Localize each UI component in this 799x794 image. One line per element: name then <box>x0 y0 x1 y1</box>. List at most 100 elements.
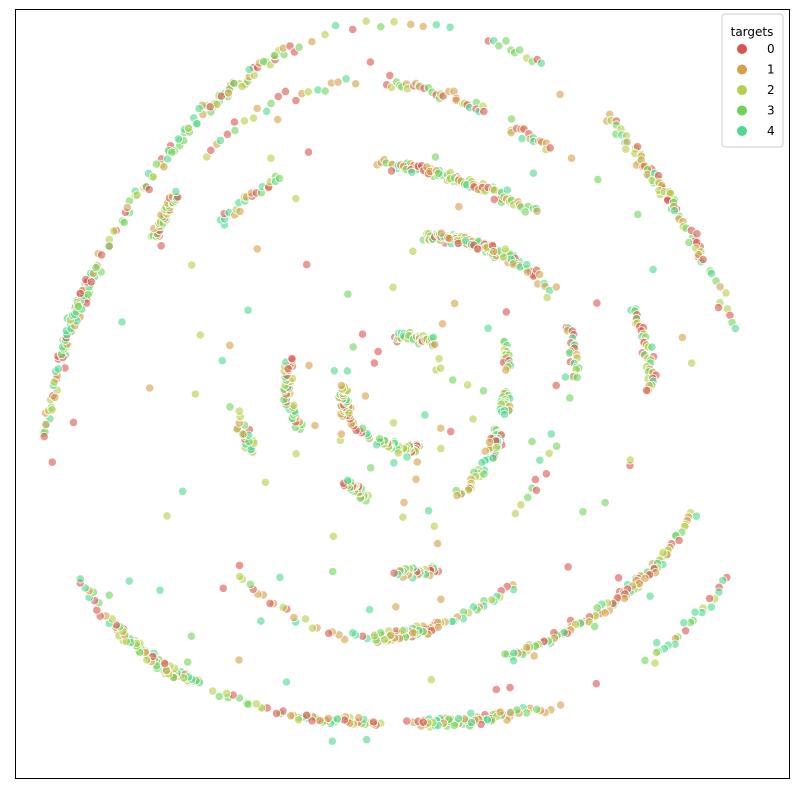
scatter-point <box>260 477 271 487</box>
scatter-point <box>565 393 575 403</box>
scatter-point <box>190 389 200 399</box>
scatter-point <box>483 323 493 333</box>
scatter-point <box>462 380 473 390</box>
scatter-point <box>194 104 204 114</box>
scatter-point <box>234 560 245 571</box>
legend-box <box>721 13 784 148</box>
scatter-point <box>173 134 183 144</box>
scatter-point <box>289 612 299 623</box>
scatter-point <box>307 716 317 726</box>
scatter-point <box>677 332 688 343</box>
scatter-point <box>171 186 181 197</box>
scatter-point <box>278 602 288 613</box>
scatter-point <box>360 391 370 401</box>
scatter-point <box>117 317 127 327</box>
scatter-point <box>336 429 346 439</box>
scatter-point <box>251 699 261 709</box>
scatter-point <box>243 305 253 315</box>
scatter-point <box>468 602 478 612</box>
scatter-point <box>555 700 566 710</box>
scatter-point <box>303 147 314 157</box>
scatter-point <box>287 353 297 364</box>
scatter-point <box>645 591 655 601</box>
scatter-point <box>721 288 731 298</box>
scatter-point <box>230 125 240 136</box>
scatter-point <box>479 469 489 479</box>
scatter-point <box>489 246 499 257</box>
legend-marker-0 <box>737 44 747 54</box>
scatter-point <box>505 682 515 693</box>
scatter-point <box>385 70 395 81</box>
scatter-point <box>291 194 301 204</box>
scatter-point <box>275 572 285 583</box>
scatter-point <box>266 153 276 163</box>
scatter-point <box>163 154 173 164</box>
scatter-point <box>53 364 63 374</box>
scatter-point <box>488 453 498 463</box>
scatter-point <box>398 626 408 636</box>
scatter-point <box>652 638 662 648</box>
scatter-point <box>104 590 114 600</box>
scatter-point <box>407 167 417 177</box>
scatter-point <box>41 420 51 430</box>
scatter-point <box>531 485 542 495</box>
scatter-point <box>330 21 341 31</box>
scatter-point <box>238 429 248 439</box>
scatter-point <box>591 679 601 689</box>
scatter-point <box>730 323 741 334</box>
scatter-point <box>452 490 462 501</box>
scatter-point <box>412 457 422 467</box>
scatter-point <box>388 282 398 292</box>
scatter-point <box>252 103 262 114</box>
scatter-point <box>541 469 551 479</box>
scatter-point <box>293 715 304 725</box>
scatter-point <box>647 342 657 352</box>
scatter-point <box>271 708 282 719</box>
scatter-point <box>365 57 375 67</box>
legend-marker-2 <box>737 85 747 95</box>
scatter-point <box>343 289 353 299</box>
scatter-point <box>532 704 542 714</box>
scatter-point <box>222 129 232 139</box>
scatter-point <box>280 86 291 97</box>
scatter-point <box>466 717 477 728</box>
scatter-point <box>274 173 285 183</box>
scatter-point <box>420 410 430 420</box>
scatter-point <box>669 206 680 216</box>
scatter-point <box>449 720 459 731</box>
scatter-point <box>491 684 501 695</box>
scatter-point <box>351 79 361 89</box>
scatter-point <box>449 298 460 308</box>
scatter-point <box>162 511 172 521</box>
scatter-point <box>633 209 643 219</box>
scatter-point <box>641 385 652 395</box>
scatter-point <box>510 508 521 519</box>
scatter-point <box>303 87 313 97</box>
scatter-point <box>495 707 505 717</box>
scatter-point <box>265 598 275 609</box>
legend-marker-4 <box>737 126 747 136</box>
scatter-point <box>398 512 408 522</box>
scatter-point <box>508 656 519 666</box>
scatter-point <box>500 649 510 659</box>
scatter-point <box>361 735 372 745</box>
scatter-point <box>217 356 227 366</box>
scatter-point <box>399 497 409 507</box>
scatter-point <box>73 301 83 312</box>
scatter-point <box>388 418 399 428</box>
scatter-point <box>506 114 517 124</box>
scatter-point <box>648 264 658 274</box>
scatter-point <box>600 608 610 618</box>
scatter-point <box>408 628 418 638</box>
scatter-point <box>301 710 312 720</box>
scatter-point <box>704 593 715 604</box>
scatter-point <box>706 602 717 612</box>
scatter-point <box>640 655 650 666</box>
scatter-point <box>431 20 441 30</box>
scatter-point <box>651 647 662 658</box>
scatter-point <box>698 255 708 265</box>
scatter-point <box>592 298 602 308</box>
scatter-point <box>186 631 196 641</box>
scatter-point <box>527 436 537 447</box>
scatter-point <box>436 423 446 433</box>
